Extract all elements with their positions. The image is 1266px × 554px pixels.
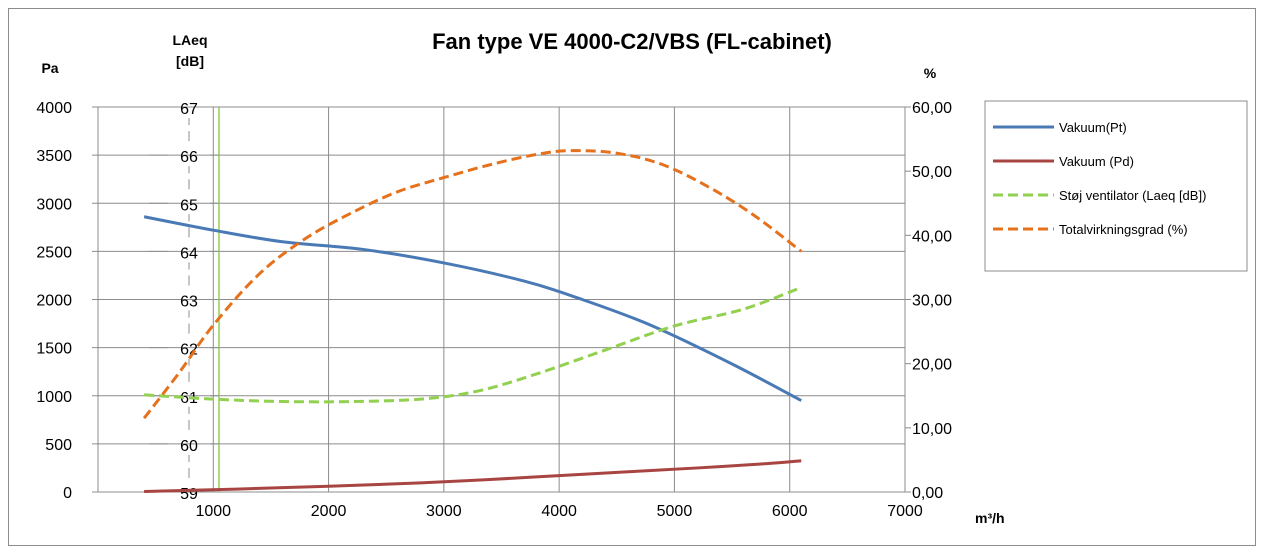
legend-label-3: Støj ventilator (Laeq [dB]) — [1059, 188, 1206, 203]
pa-tick-label: 1500 — [36, 341, 72, 358]
laeq-tick-label: 59 — [180, 486, 198, 503]
laeq-axis-title-line1: LAeq — [173, 32, 208, 48]
pa-tick-label: 3000 — [36, 196, 72, 213]
laeq-tick-label: 66 — [180, 149, 198, 166]
legend-label-2: Vakuum (Pd) — [1059, 154, 1134, 169]
laeq-tick-label: 60 — [180, 438, 198, 455]
x-tick-label: 5000 — [657, 503, 693, 520]
pct-tick-label: 20,00 — [912, 357, 952, 374]
pct-tick-label: 60,00 — [912, 100, 952, 117]
x-axis-title: m³/h — [975, 510, 1005, 526]
laeq-tick-label: 65 — [180, 197, 198, 214]
chart-frame — [8, 8, 1256, 546]
legend-box — [984, 100, 1248, 272]
pa-tick-label: 2000 — [36, 293, 72, 310]
x-tick-label: 7000 — [887, 503, 923, 520]
grid — [97, 106, 906, 492]
laeq-axis-title-line2: [dB] — [176, 53, 204, 69]
axes — [92, 106, 911, 493]
pct-tick-label: 30,00 — [912, 293, 952, 310]
x-tick-label: 2000 — [311, 503, 347, 520]
chart-title: Fan type VE 4000-C2/VBS (FL-cabinet) — [432, 29, 832, 54]
legend-label-1: Vakuum(Pt) — [1059, 120, 1127, 135]
pa-tick-label: 0 — [63, 485, 72, 502]
pct-tick-label: 40,00 — [912, 228, 952, 245]
tick-labels: 0 500 1000 1500 2000 2500 3000 3500 4000 1000 2000… — [36, 100, 952, 520]
x-tick-label: 3000 — [426, 503, 462, 520]
pa-tick-label: 2500 — [36, 244, 72, 261]
pa-tick-label: 4000 — [36, 100, 72, 117]
laeq-tick-label: 63 — [180, 294, 198, 311]
pa-tick-label: 500 — [45, 437, 72, 454]
legend: Vakuum(Pt) Vakuum (Pd) Støj ventilator (La… — [984, 100, 1248, 272]
x-tick-label: 4000 — [541, 503, 577, 520]
laeq-tick-label: 64 — [180, 245, 198, 262]
pct-axis-title: % — [924, 65, 937, 81]
series-layer — [142, 149, 803, 494]
pa-axis-title: Pa — [41, 60, 58, 76]
pct-tick-label: 10,00 — [912, 421, 952, 438]
pct-tick-label: 50,00 — [912, 164, 952, 181]
series-line-2 — [144, 459, 802, 494]
series-line-1 — [143, 215, 802, 402]
legend-label-4: Totalvirkningsgrad (%) — [1059, 222, 1188, 237]
pct-tick-label: 0,00 — [912, 485, 943, 502]
series-line-4 — [142, 149, 803, 420]
pa-tick-label: 3500 — [36, 148, 72, 165]
pa-tick-label: 1000 — [36, 389, 72, 406]
series-line-3 — [144, 286, 802, 404]
laeq-tick-label: 67 — [180, 101, 198, 118]
x-tick-label: 6000 — [772, 503, 808, 520]
x-tick-label: 1000 — [195, 503, 231, 520]
